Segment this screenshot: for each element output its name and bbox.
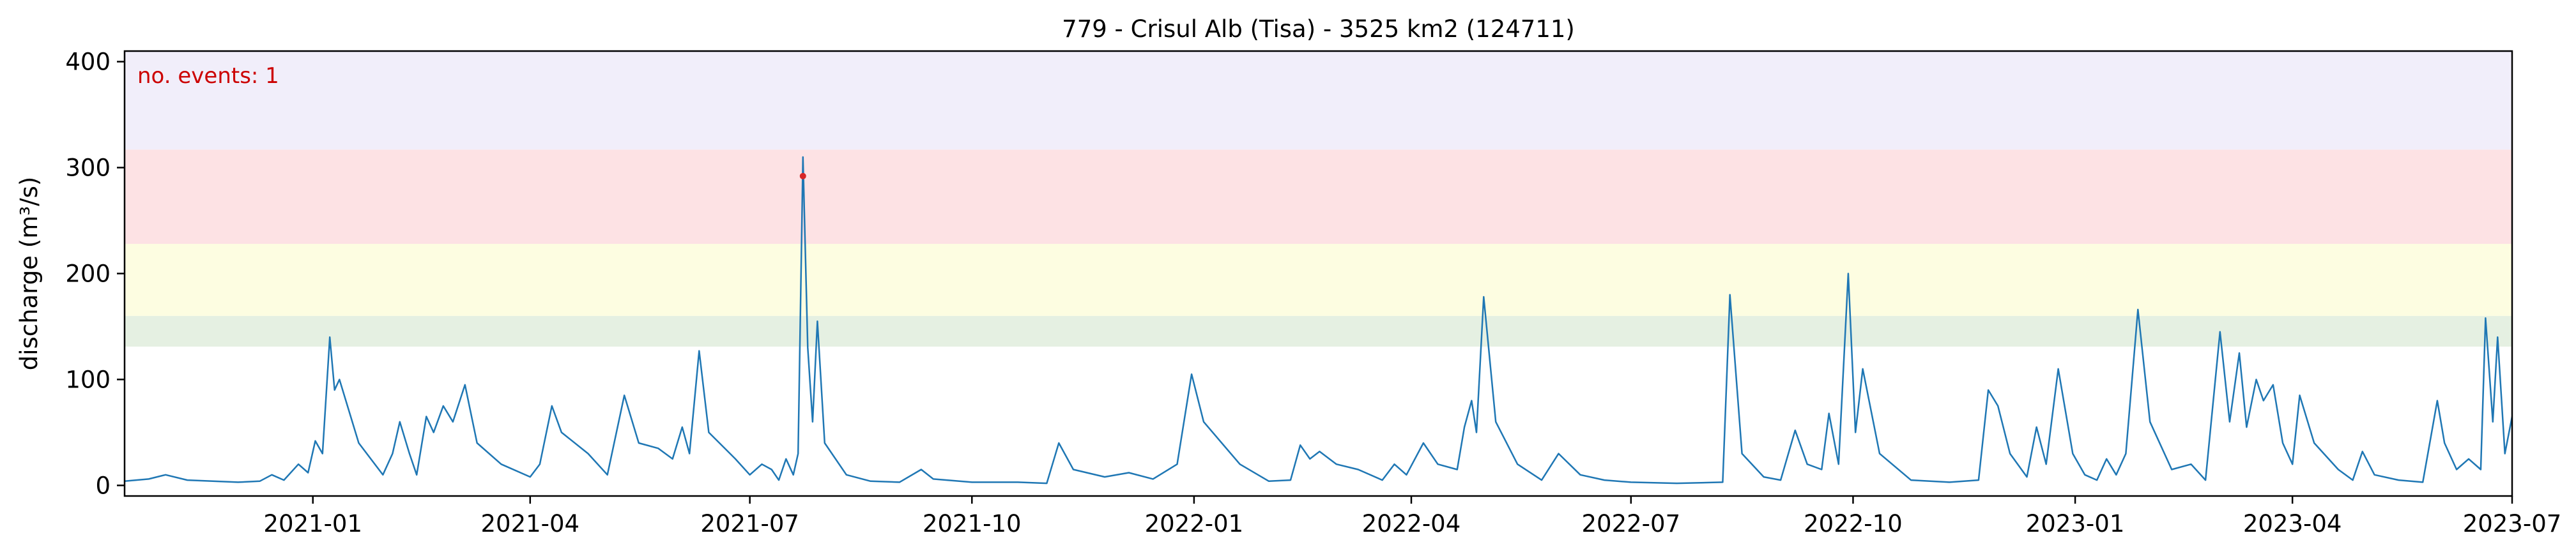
band-threshold-3 xyxy=(125,149,2512,244)
x-tick-label: 2023-07 xyxy=(2463,510,2562,537)
y-axis: 0 100 200 300 400 xyxy=(65,49,125,499)
events-layer xyxy=(799,172,806,179)
y-axis-label: discharge (m³/s) xyxy=(15,177,43,371)
y-tick-label: 400 xyxy=(65,49,111,76)
events-count-annotation: no. events: 1 xyxy=(137,63,279,89)
threshold-bands xyxy=(125,51,2512,347)
x-tick-label: 2021-10 xyxy=(923,510,1022,537)
band-threshold-4 xyxy=(125,51,2512,150)
x-tick-label: 2022-04 xyxy=(1362,510,1461,537)
event-marker-1 xyxy=(799,172,806,179)
x-tick-label: 2021-04 xyxy=(480,510,579,537)
y-tick-label: 0 xyxy=(95,472,111,499)
series-line-discharge xyxy=(125,156,2512,485)
x-tick-label: 2023-01 xyxy=(2026,510,2125,537)
x-tick-label: 2022-10 xyxy=(1804,510,1903,537)
x-tick-label: 2021-01 xyxy=(263,510,362,537)
band-threshold-1 xyxy=(125,315,2512,347)
x-tick-label: 2022-01 xyxy=(1145,510,1244,537)
x-tick-label: 2022-07 xyxy=(1582,510,1681,537)
series-layer xyxy=(125,156,2512,485)
x-tick-label: 2023-04 xyxy=(2243,510,2342,537)
band-threshold-2 xyxy=(125,244,2512,316)
y-tick-label: 200 xyxy=(65,260,111,288)
chart-title: 779 - Crisul Alb (Tisa) - 3525 km2 (1247… xyxy=(1062,15,1575,43)
x-axis: 2021-01 2021-04 2021-07 2021-10 2022-01 2022-… xyxy=(263,496,2561,537)
y-tick-label: 100 xyxy=(65,366,111,393)
y-tick-label: 300 xyxy=(65,154,111,182)
x-tick-label: 2021-07 xyxy=(700,510,799,537)
